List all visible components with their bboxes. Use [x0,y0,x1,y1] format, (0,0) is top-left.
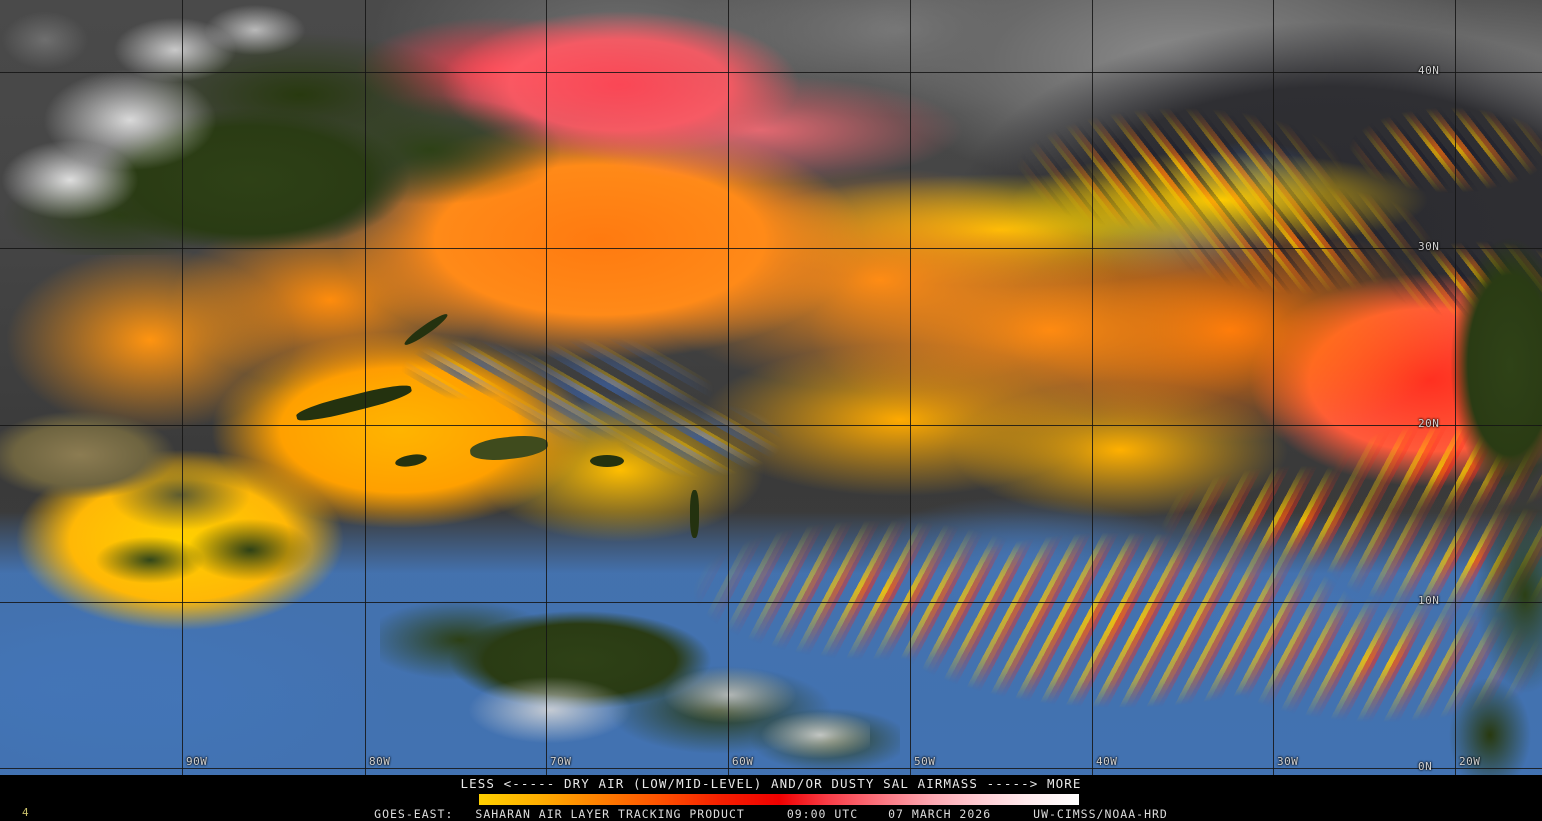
satellite-map[interactable]: 40N 30N 20N 10N 0N 90W 80W 70W 60W 50W 4… [0,0,1542,775]
dry-air-colorbar [479,794,1079,805]
cloud-cover-central-us [0,0,480,220]
credit-source: UW-CIMSS/NOAA-HRD [1033,807,1168,821]
credit-line: GOES-EAST: SAHARAN AIR LAYER TRACKING PR… [0,807,1542,821]
colorbar-caption: LESS <----- DRY AIR (LOW/MID-LEVEL) AND/… [460,776,1082,791]
credit-satellite: GOES-EAST: [374,807,454,821]
product-footer: LESS <----- DRY AIR (LOW/MID-LEVEL) AND/… [0,775,1542,821]
credit-time: 09:00 UTC [786,807,859,821]
landmass-west-africa [1415,195,1542,775]
frame-index-label: 4 [22,806,29,819]
island-lesser-antilles [690,490,699,538]
cloud-cover-amazon [430,640,870,775]
island-puerto-rico [590,455,624,467]
credit-product-name: SAHARAN AIR LAYER TRACKING PRODUCT [475,807,745,821]
landmass-mexico [0,400,330,620]
credit-date: 07 MARCH 2026 [888,807,992,821]
